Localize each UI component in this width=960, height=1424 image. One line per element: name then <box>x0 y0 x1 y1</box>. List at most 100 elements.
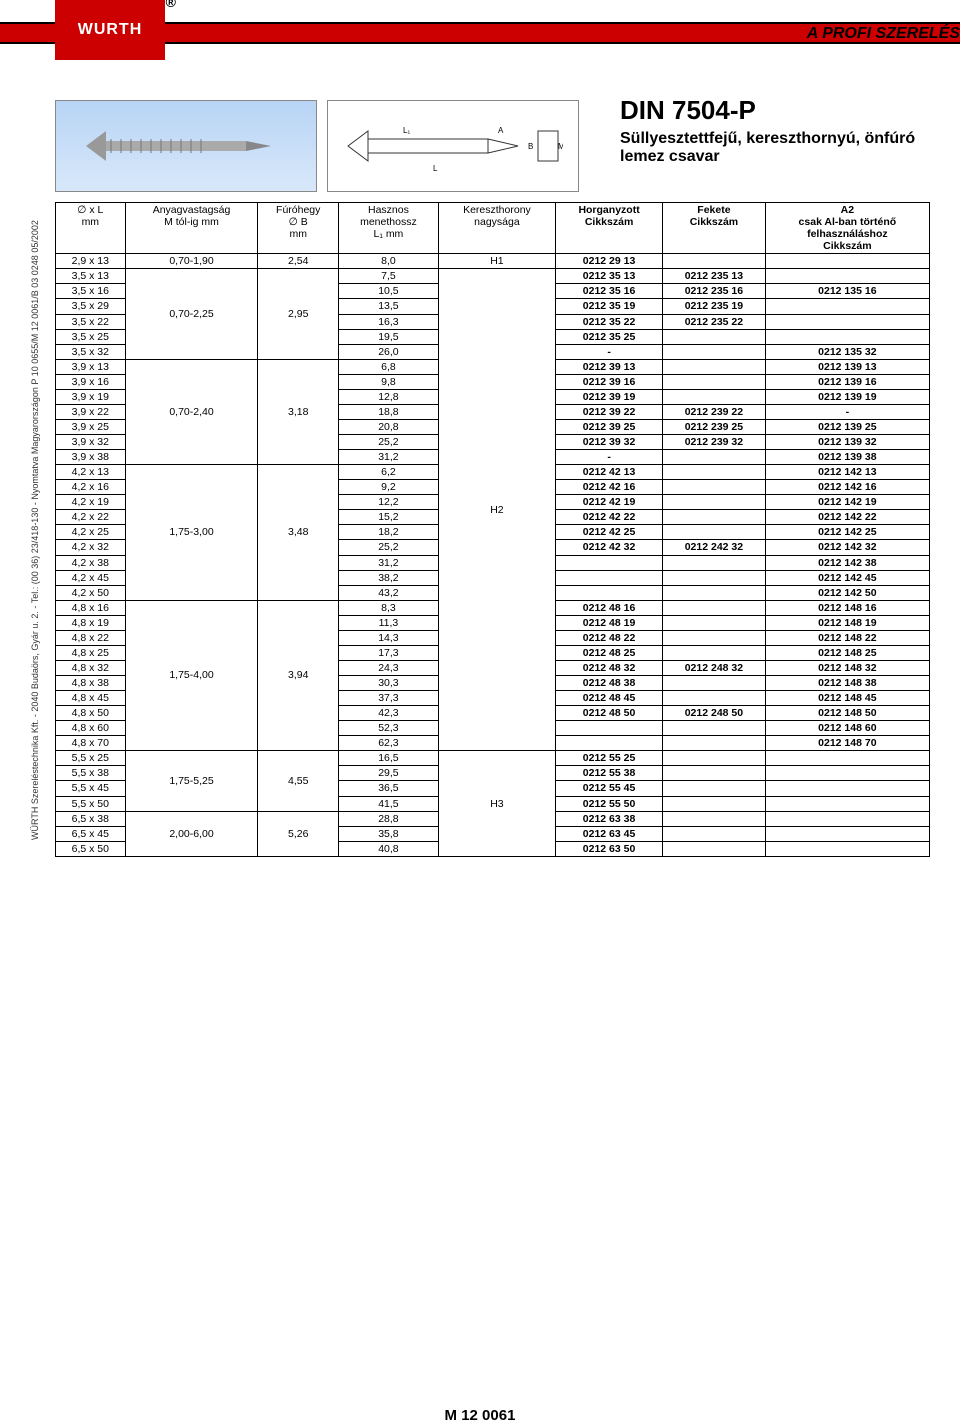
table-cell: 4,2 x 45 <box>56 570 126 585</box>
table-cell: 4,8 x 60 <box>56 721 126 736</box>
table-cell: 0212 39 13 <box>556 359 663 374</box>
footer-code: M 12 0061 <box>0 1407 960 1424</box>
side-publication-info: WÜRTH Szereléstechnika Kft. - 2040 Budaö… <box>30 220 40 840</box>
table-cell: 0212 48 38 <box>556 676 663 691</box>
table-cell <box>663 329 766 344</box>
table-cell <box>556 555 663 570</box>
svg-text:A: A <box>498 126 504 135</box>
table-cell <box>663 691 766 706</box>
table-cell: 43,2 <box>339 585 439 600</box>
table-cell: 0212 248 50 <box>663 706 766 721</box>
table-cell: 12,8 <box>339 389 439 404</box>
table-cell: 4,2 x 38 <box>56 555 126 570</box>
table-cell: 3,9 x 16 <box>56 374 126 389</box>
table-cell: 0212 239 22 <box>663 404 766 419</box>
table-cell <box>663 450 766 465</box>
table-cell: 5,5 x 38 <box>56 766 126 781</box>
table-cell: 10,5 <box>339 284 439 299</box>
table-cell <box>663 480 766 495</box>
table-cell: 3,9 x 25 <box>56 419 126 434</box>
table-cell: 42,3 <box>339 706 439 721</box>
table-cell: 0212 148 22 <box>765 630 929 645</box>
table-cell <box>663 510 766 525</box>
table-cell: 3,5 x 25 <box>56 329 126 344</box>
table-cell: - <box>765 404 929 419</box>
table-cell: 0212 35 16 <box>556 284 663 299</box>
tagline: A PROFI SZERELÉS <box>807 25 960 43</box>
table-cell: 0212 142 32 <box>765 540 929 555</box>
brand-logo: WURTH ® <box>55 0 165 60</box>
table-cell: 25,2 <box>339 435 439 450</box>
table-cell: 24,3 <box>339 660 439 675</box>
table-cell: 0212 63 38 <box>556 811 663 826</box>
table-cell: 0212 48 22 <box>556 630 663 645</box>
table-cell: 0212 142 13 <box>765 465 929 480</box>
table-cell: 0212 142 19 <box>765 495 929 510</box>
table-cell: 4,8 x 22 <box>56 630 126 645</box>
table-cell: 0212 39 16 <box>556 374 663 389</box>
table-cell: 7,5 <box>339 269 439 284</box>
table-cell <box>663 645 766 660</box>
table-cell: 36,5 <box>339 781 439 796</box>
table-cell <box>765 751 929 766</box>
table-cell: 9,2 <box>339 480 439 495</box>
table-cell <box>765 766 929 781</box>
table-cell: 0212 42 32 <box>556 540 663 555</box>
table-cell: 0212 235 13 <box>663 269 766 284</box>
table-cell: 0212 48 45 <box>556 691 663 706</box>
table-cell: 0212 235 22 <box>663 314 766 329</box>
table-cell: 0212 139 19 <box>765 389 929 404</box>
table-cell: 0212 55 38 <box>556 766 663 781</box>
table-cell: 52,3 <box>339 721 439 736</box>
table-cell: 20,8 <box>339 419 439 434</box>
table-cell: 0212 63 50 <box>556 841 663 856</box>
table-cell: 6,5 x 50 <box>56 841 126 856</box>
table-cell: 0212 239 25 <box>663 419 766 434</box>
table-cell: 0212 235 16 <box>663 284 766 299</box>
table-cell: 0212 148 45 <box>765 691 929 706</box>
table-cell: 3,9 x 22 <box>56 404 126 419</box>
table-cell: 0212 48 25 <box>556 645 663 660</box>
table-cell <box>556 585 663 600</box>
table-cell: 0212 35 25 <box>556 329 663 344</box>
table-cell <box>663 555 766 570</box>
table-cell: 0212 239 32 <box>663 435 766 450</box>
table-cell: 0212 35 22 <box>556 314 663 329</box>
table-cell <box>663 630 766 645</box>
table-cell: 0212 142 25 <box>765 525 929 540</box>
table-cell: 0212 148 16 <box>765 600 929 615</box>
table-cell: - <box>556 344 663 359</box>
th-size: ∅ x Lmm <box>56 203 126 254</box>
th-thickness: AnyagvastagságM tól-ig mm <box>125 203 258 254</box>
th-galv: HorganyzottCikkszám <box>556 203 663 254</box>
table-cell: 0212 42 13 <box>556 465 663 480</box>
table-cell <box>663 826 766 841</box>
table-cell: 6,8 <box>339 359 439 374</box>
table-cell <box>663 721 766 736</box>
table-cell <box>663 811 766 826</box>
table-cell: 0212 148 70 <box>765 736 929 751</box>
table-cell: 4,2 x 22 <box>56 510 126 525</box>
table-cell: 1,75-5,25 <box>125 751 258 811</box>
table-cell: 40,8 <box>339 841 439 856</box>
table-cell: 0212 39 32 <box>556 435 663 450</box>
table-cell: 35,8 <box>339 826 439 841</box>
svg-text:L: L <box>433 164 438 173</box>
table-cell: 4,8 x 50 <box>56 706 126 721</box>
table-cell: 0212 42 16 <box>556 480 663 495</box>
table-cell <box>663 465 766 480</box>
product-subtitle: Süllyesztettfejű, kereszthornyú, önfúró … <box>620 130 930 166</box>
table-cell: 16,3 <box>339 314 439 329</box>
table-cell: 3,48 <box>258 465 339 601</box>
table-cell: 4,2 x 19 <box>56 495 126 510</box>
table-cell: 3,18 <box>258 359 339 464</box>
svg-text:B: B <box>528 142 533 151</box>
table-cell: 0212 42 22 <box>556 510 663 525</box>
table-cell: 0212 139 13 <box>765 359 929 374</box>
table-cell: 0212 142 38 <box>765 555 929 570</box>
table-cell <box>663 751 766 766</box>
table-cell: 0212 142 50 <box>765 585 929 600</box>
table-cell <box>663 389 766 404</box>
table-cell: 0212 242 32 <box>663 540 766 555</box>
table-cell: 0212 142 45 <box>765 570 929 585</box>
